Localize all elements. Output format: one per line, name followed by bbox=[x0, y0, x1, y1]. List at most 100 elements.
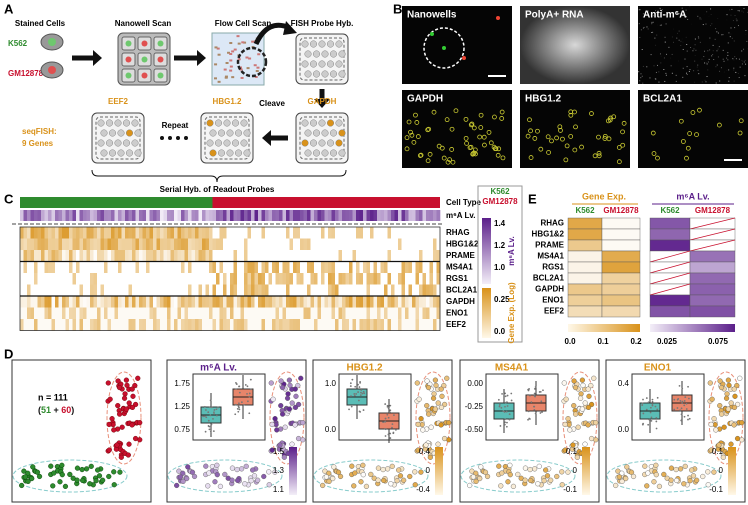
m6a-cell bbox=[398, 210, 402, 221]
heatmap-cell bbox=[181, 238, 185, 251]
heatmap-cell bbox=[391, 296, 395, 308]
heatmap-cell bbox=[44, 319, 49, 331]
heatmap-cell bbox=[408, 238, 413, 251]
heatmap-cell bbox=[601, 217, 641, 230]
heatmap-cell bbox=[69, 307, 73, 320]
rna-spot bbox=[611, 114, 617, 120]
heatmap-cell bbox=[223, 319, 227, 331]
heatmap-cell bbox=[251, 273, 255, 285]
heatmap-cell bbox=[394, 227, 399, 239]
heatmap-cell bbox=[107, 261, 112, 274]
heatmap-cell bbox=[188, 307, 192, 320]
heatmap-cell bbox=[419, 319, 423, 331]
chamber-cell bbox=[321, 50, 329, 58]
heatmap-cell bbox=[380, 296, 385, 308]
jitter bbox=[384, 435, 387, 437]
noise bbox=[737, 10, 739, 12]
noise bbox=[652, 21, 654, 23]
heatmap-cell bbox=[307, 307, 311, 320]
heatmap-cell bbox=[72, 250, 77, 262]
m6a-cell bbox=[55, 210, 59, 221]
colorbar bbox=[482, 288, 491, 338]
noise bbox=[727, 59, 729, 61]
heatmap-cell bbox=[352, 319, 357, 331]
heatmap-cell bbox=[34, 319, 38, 331]
cell-point bbox=[739, 420, 745, 426]
m6a-cell bbox=[272, 210, 276, 221]
heatmap-cell bbox=[79, 296, 84, 308]
heatmap-cell bbox=[300, 238, 304, 251]
heatmap-cell bbox=[279, 319, 283, 331]
heatmap-cell bbox=[125, 284, 129, 297]
heatmap-cell bbox=[567, 228, 603, 241]
heatmap-cell bbox=[422, 273, 427, 285]
heatmap-cell bbox=[363, 227, 367, 239]
chamber-cell bbox=[318, 139, 326, 147]
heatmap-cell bbox=[114, 273, 119, 285]
m6a-cell bbox=[317, 210, 322, 221]
m6a-cell bbox=[342, 210, 346, 221]
heatmap-cell bbox=[415, 273, 420, 285]
noise bbox=[707, 61, 709, 63]
rna-spot bbox=[464, 140, 469, 146]
rna-spot bbox=[436, 143, 442, 149]
heatmap-cell bbox=[307, 250, 311, 262]
heatmap-cell bbox=[191, 227, 196, 239]
heatmap-cell bbox=[198, 307, 203, 320]
heatmap-cell bbox=[202, 250, 206, 262]
noise bbox=[659, 24, 661, 26]
chamber-cell bbox=[326, 60, 335, 68]
m6a-cell bbox=[377, 210, 381, 221]
noise bbox=[733, 80, 735, 82]
heatmap-cell bbox=[153, 250, 157, 262]
heatmap-cell bbox=[104, 307, 108, 320]
chamber-cell bbox=[134, 149, 142, 157]
heatmap-cell bbox=[219, 307, 224, 320]
heatmap-cell bbox=[321, 261, 325, 274]
jitter bbox=[217, 406, 219, 409]
heatmap-cell bbox=[412, 319, 416, 331]
heatmap-cell bbox=[300, 296, 304, 308]
rna-spot bbox=[406, 119, 412, 125]
cell-point bbox=[515, 471, 521, 478]
heatmap-cell bbox=[331, 307, 336, 320]
label: Nanowell Scan bbox=[115, 19, 172, 28]
noise bbox=[680, 44, 682, 46]
heatmap-cell bbox=[338, 307, 343, 320]
flow-spot bbox=[245, 56, 249, 59]
heatmap-cell bbox=[237, 307, 241, 320]
cell-point bbox=[674, 477, 680, 484]
noise bbox=[714, 54, 715, 55]
cluster-outline bbox=[167, 459, 283, 493]
cell-point bbox=[285, 391, 291, 397]
cell-point bbox=[396, 467, 402, 473]
heatmap-cell bbox=[191, 273, 196, 285]
heatmap-cell bbox=[408, 250, 413, 262]
cell-point bbox=[613, 482, 619, 489]
flow-spot bbox=[243, 41, 247, 44]
heatmap-cell bbox=[170, 250, 175, 262]
heatmap-cell bbox=[244, 238, 248, 251]
colorbar-tick: 1.1 bbox=[273, 485, 285, 494]
cell-point bbox=[424, 378, 430, 384]
heatmap-cell bbox=[265, 250, 269, 262]
heatmap-frame bbox=[19, 226, 441, 331]
heatmap-cell bbox=[286, 238, 290, 251]
noise bbox=[640, 73, 642, 75]
heatmap-cell bbox=[139, 273, 143, 285]
heatmap-cell bbox=[293, 250, 297, 262]
chamber-cell bbox=[301, 139, 309, 147]
flow-spot bbox=[214, 77, 218, 80]
cell-point bbox=[117, 469, 123, 475]
noise bbox=[721, 34, 723, 36]
noise bbox=[712, 54, 714, 56]
heatmap-cell bbox=[342, 307, 346, 320]
noise bbox=[639, 80, 641, 82]
heatmap-cell bbox=[689, 250, 736, 263]
noise bbox=[742, 80, 744, 82]
cell-point bbox=[269, 421, 275, 428]
m6a-cell bbox=[300, 210, 304, 221]
noise bbox=[739, 66, 741, 68]
heatmap-cell bbox=[69, 250, 73, 262]
panel-label: A bbox=[4, 1, 14, 16]
